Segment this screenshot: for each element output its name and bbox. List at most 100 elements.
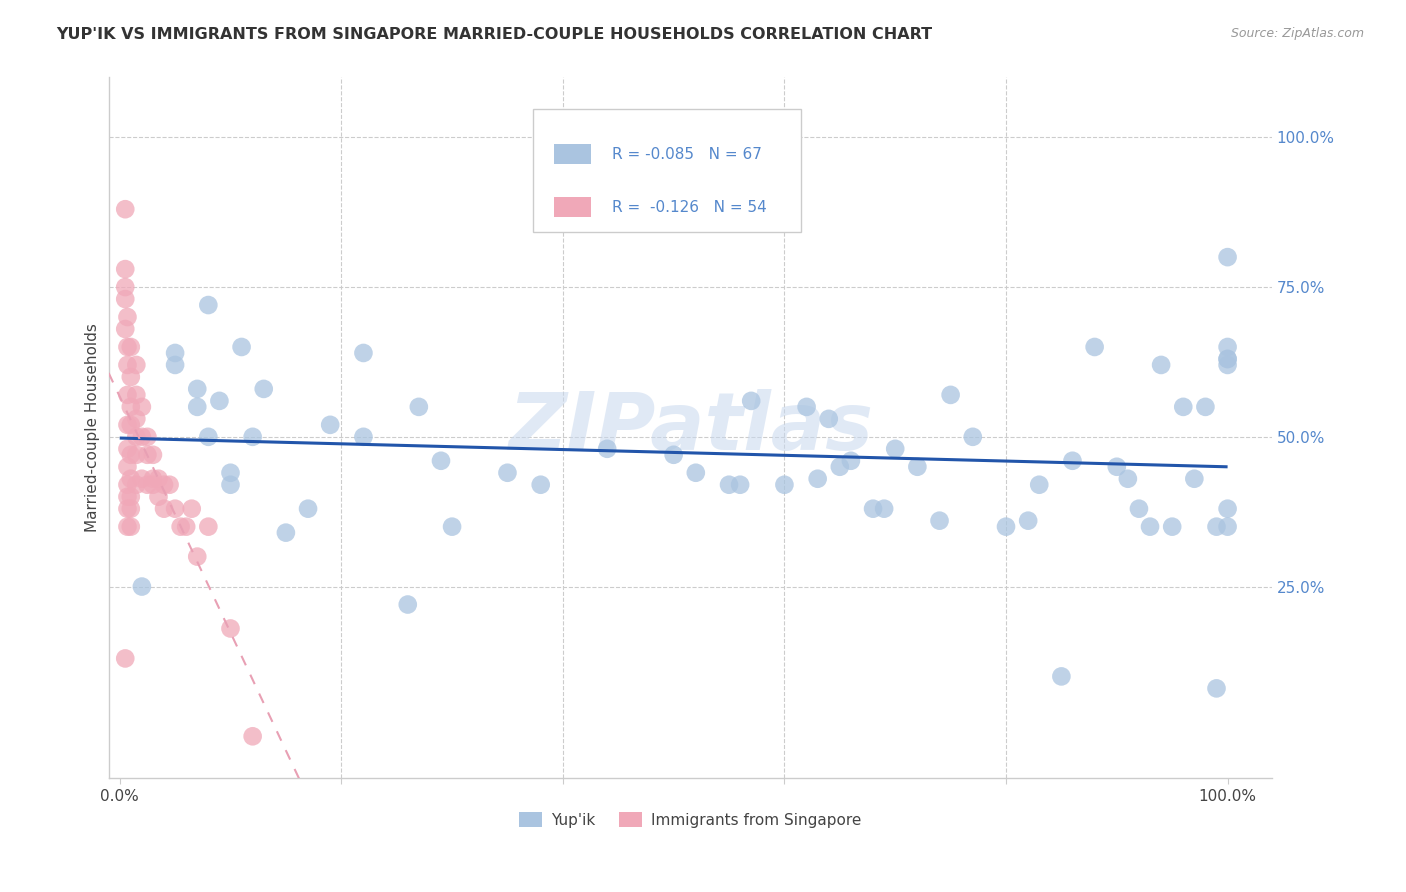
Point [807,472,830,486]
Point [319,417,342,432]
Point [148,490,170,504]
Point [125,412,148,426]
Point [530,477,553,491]
Point [219,622,242,636]
Point [1050,669,1073,683]
Point [219,466,242,480]
Point [839,454,862,468]
Point [773,477,796,491]
Point [125,430,148,444]
Point [120,472,142,486]
Point [1028,477,1050,491]
Text: ZIPatlas: ZIPatlas [508,389,873,467]
Point [1216,358,1239,372]
Point [242,729,264,743]
Text: R = -0.085   N = 67: R = -0.085 N = 67 [613,147,762,161]
Point [873,501,896,516]
Point [219,477,242,491]
Point [125,388,148,402]
Point [728,477,751,491]
Point [1216,501,1239,516]
Point [496,466,519,480]
Point [1173,400,1195,414]
Text: R =  -0.126   N = 54: R = -0.126 N = 54 [613,200,768,215]
Point [796,400,818,414]
Point [352,430,374,444]
Point [396,598,419,612]
Point [153,501,176,516]
Point [120,519,142,533]
Point [131,472,153,486]
Point [274,525,297,540]
Point [685,466,707,480]
Point [352,346,374,360]
Point [1161,519,1184,533]
Point [1062,454,1084,468]
Point [117,388,139,402]
Point [905,459,928,474]
Point [117,490,139,504]
Point [131,580,153,594]
Point [114,202,136,217]
Point [1182,472,1205,486]
Point [828,459,851,474]
Point [153,477,176,491]
Point [242,430,264,444]
Point [1216,340,1239,354]
Point [117,477,139,491]
Point [1216,250,1239,264]
Point [169,519,191,533]
Point [114,262,136,277]
Text: Source: ZipAtlas.com: Source: ZipAtlas.com [1230,27,1364,40]
Point [180,501,202,516]
Text: YUP'IK VS IMMIGRANTS FROM SINGAPORE MARRIED-COUPLE HOUSEHOLDS CORRELATION CHART: YUP'IK VS IMMIGRANTS FROM SINGAPORE MARR… [56,27,932,42]
Point [928,514,950,528]
Point [1216,351,1239,366]
Point [197,298,219,312]
Point [596,442,619,456]
Point [117,358,139,372]
Point [114,292,136,306]
Point [117,459,139,474]
Point [1128,501,1150,516]
Point [117,417,139,432]
Point [1150,358,1173,372]
Point [197,519,219,533]
Point [1205,681,1227,696]
FancyBboxPatch shape [533,109,801,232]
Point [662,448,685,462]
Point [136,430,159,444]
Point [740,393,762,408]
Point [253,382,276,396]
Point [125,448,148,462]
Point [1116,472,1139,486]
Point [120,417,142,432]
Point [1194,400,1216,414]
Point [117,310,139,324]
Point [120,340,142,354]
Y-axis label: Married-couple Households: Married-couple Households [86,324,100,533]
Point [962,430,984,444]
Bar [554,197,592,217]
Point [1205,519,1227,533]
Point [114,280,136,294]
Point [120,448,142,462]
Point [142,472,165,486]
Point [1105,459,1128,474]
Point [131,400,153,414]
Point [117,501,139,516]
Point [174,519,197,533]
Point [862,501,884,516]
Point [114,322,136,336]
Point [1139,519,1161,533]
Point [231,340,253,354]
Point [1216,351,1239,366]
Point [136,477,159,491]
Point [408,400,430,414]
Point [120,501,142,516]
Point [1084,340,1107,354]
Point [197,430,219,444]
Point [131,430,153,444]
Point [125,477,148,491]
Point [117,519,139,533]
